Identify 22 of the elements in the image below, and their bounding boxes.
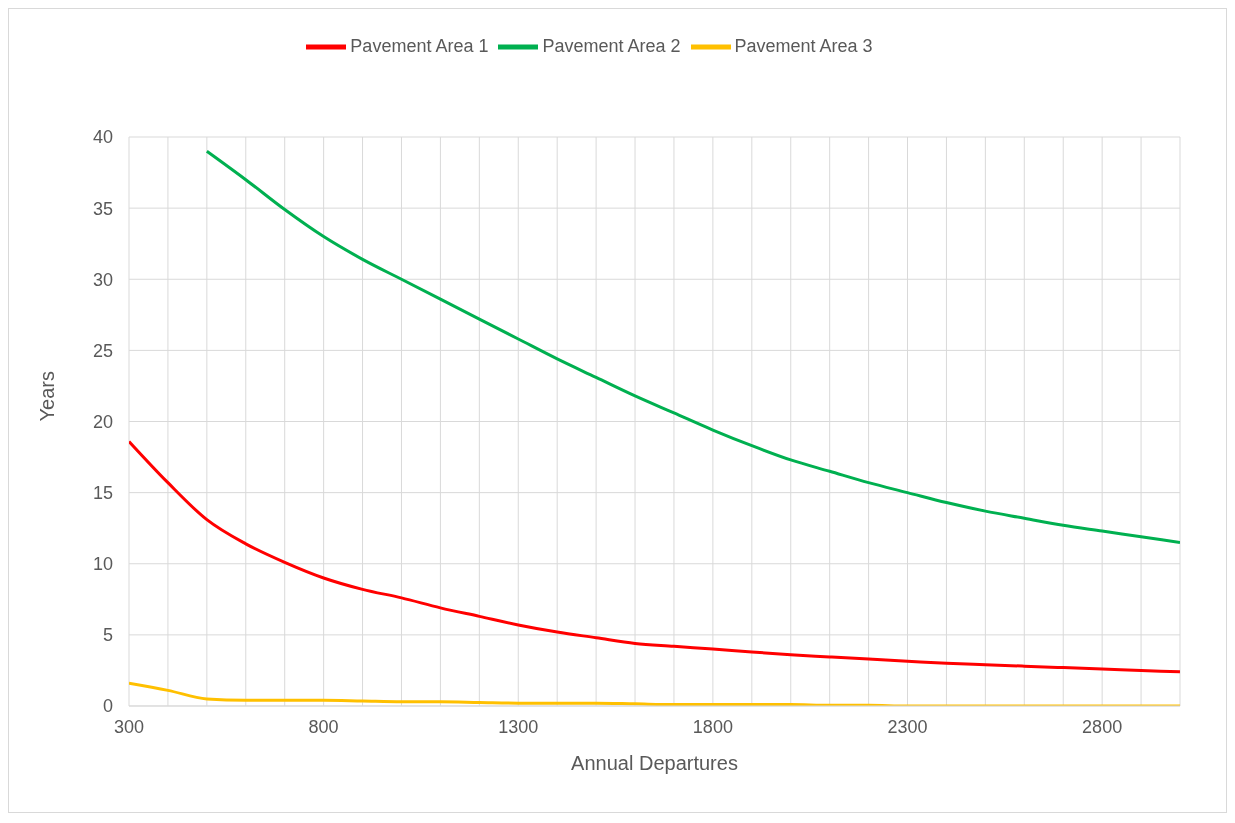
x-tick-label: 300 (113, 716, 145, 737)
x-tick-label: 2800 (1082, 716, 1123, 737)
y-axis-title: Years (36, 371, 59, 422)
line-series (129, 439, 1180, 674)
legend-label: Pavement Area 1 (350, 35, 489, 56)
y-tick-label: 10 (92, 554, 113, 575)
y-tick-label: 35 (92, 198, 113, 219)
x-tick-label: 800 (308, 716, 339, 737)
legend-label: Pavement Area 3 (734, 35, 873, 56)
x-axis-title: Annual Departures (571, 752, 738, 775)
line-series (205, 149, 1180, 544)
y-tick-label: 15 (92, 483, 113, 504)
y-tick-label: 5 (102, 625, 113, 646)
y-tick-label: 20 (92, 411, 113, 432)
legend-label: Pavement Area 2 (542, 35, 681, 56)
x-tick-label: 2300 (887, 716, 928, 737)
x-tick-label: 1800 (692, 716, 733, 737)
y-tick-label: 25 (92, 340, 113, 361)
y-tick-label: 40 (92, 127, 113, 148)
y-tick-label: 0 (102, 696, 113, 717)
x-tick-label: 1300 (498, 716, 539, 737)
y-tick-label: 30 (92, 269, 113, 290)
